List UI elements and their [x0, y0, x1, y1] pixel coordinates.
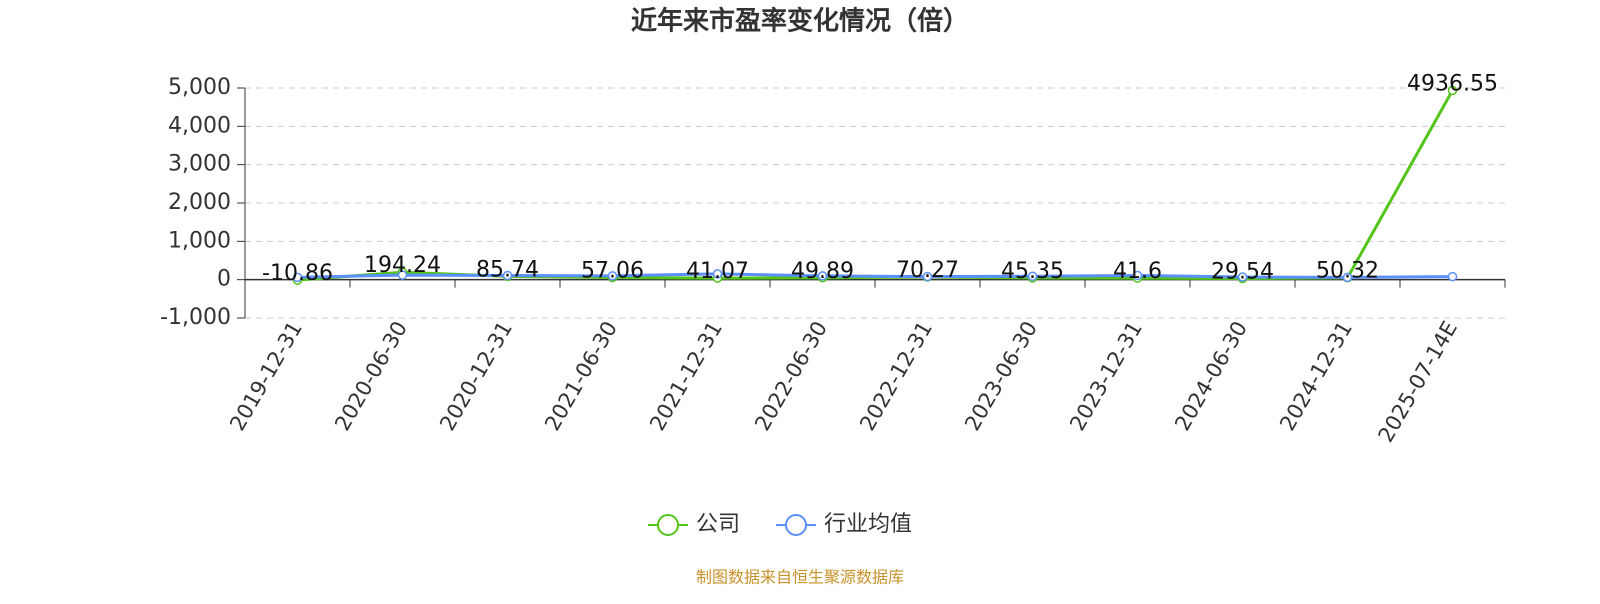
y-tick-label: 1,000: [168, 228, 231, 253]
data-label: 85.74: [476, 257, 539, 282]
point-marker: [502, 270, 513, 281]
series-line: [297, 272, 1453, 279]
point-marker: [712, 269, 723, 279]
data-label: 50.32: [1316, 259, 1379, 284]
data-label: 194.24: [364, 253, 441, 278]
point-marker: [1132, 270, 1143, 281]
y-tick-label: 3,000: [168, 152, 231, 177]
data-label: -10.86: [262, 261, 333, 286]
footer: 制图数据来自恒生聚源数据库: [696, 568, 904, 587]
x-tick-label: 2022-06-30: [750, 317, 832, 435]
point-marker: [397, 270, 408, 280]
y-tick-label: -1,000: [160, 305, 231, 330]
point-marker: [1447, 271, 1458, 282]
x-tick-label: 2022-12-31: [855, 317, 937, 435]
chart-title: 近年来市盈率变化情况（倍）: [631, 6, 969, 37]
x-tick-label: 2020-06-30: [330, 317, 412, 435]
legend-label: 公司: [696, 512, 740, 537]
data-label: 41.07: [686, 259, 749, 284]
x-tick-label: 2021-06-30: [540, 317, 622, 435]
data-label: 57.06: [581, 258, 644, 283]
y-tick-label: 5,000: [168, 75, 231, 100]
data-label: 41.6: [1113, 259, 1162, 284]
legend-item: 行业均值: [776, 512, 912, 537]
point-marker: [292, 272, 303, 283]
point-marker: [1342, 272, 1353, 283]
x-tick-label: 2023-12-31: [1065, 317, 1147, 435]
legend-item: 公司: [648, 512, 740, 537]
data-label: 45.35: [1001, 259, 1064, 284]
point-marker: [922, 271, 933, 282]
data-label: 29.54: [1211, 260, 1274, 285]
data-label: 70.27: [896, 258, 959, 283]
legend-marker: [657, 514, 679, 536]
data-label: 49.89: [791, 259, 854, 284]
series-line: [297, 89, 1454, 282]
legend-marker: [785, 514, 807, 536]
point-marker: [1447, 85, 1458, 96]
point-marker: [1237, 272, 1248, 282]
data-label: 4936.55: [1407, 71, 1498, 96]
x-tick-label: 2023-06-30: [960, 317, 1042, 435]
point-marker: [607, 271, 618, 281]
point-marker: [1027, 271, 1038, 281]
x-tick-label: 2024-12-31: [1275, 317, 1357, 435]
x-tick-label: 2024-06-30: [1170, 317, 1252, 435]
x-tick-label: 2020-12-31: [435, 317, 517, 435]
point-marker: [817, 271, 828, 281]
x-tick-label: 2025-07-14E: [1374, 317, 1462, 446]
y-tick-label: 2,000: [168, 190, 231, 215]
x-tick-label: 2019-12-31: [225, 317, 307, 435]
y-tick-label: 4,000: [168, 113, 231, 138]
x-tick-label: 2021-12-31: [645, 317, 727, 435]
legend-label: 行业均值: [824, 512, 912, 537]
y-tick-label: 0: [217, 267, 231, 292]
